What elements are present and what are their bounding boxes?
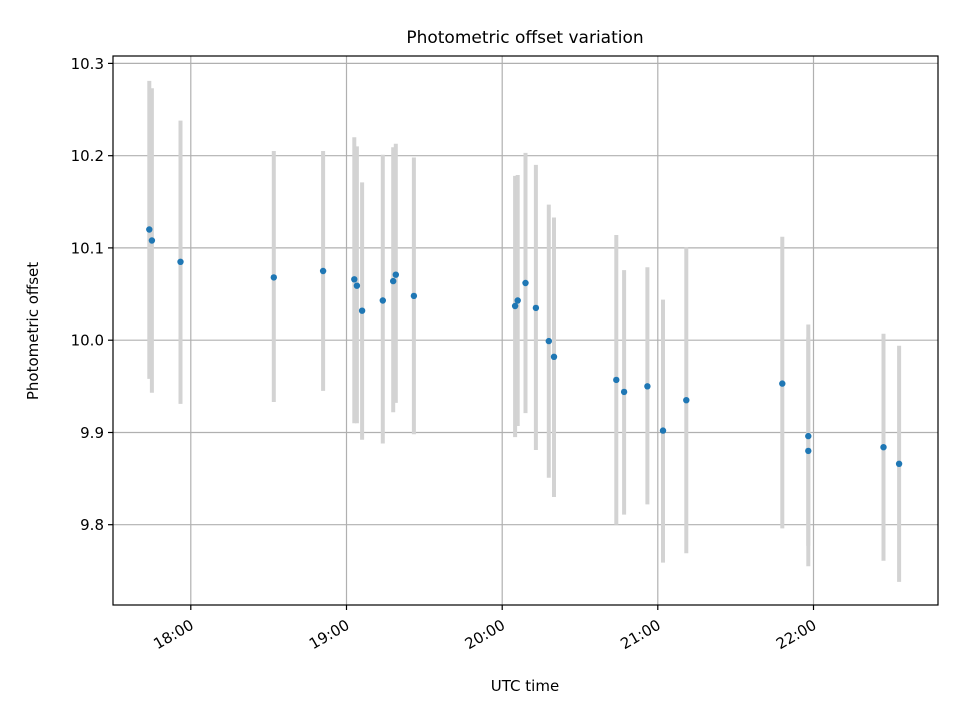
data-point — [148, 237, 156, 244]
data-point — [644, 383, 651, 390]
data-point — [880, 444, 887, 451]
y-axis: 9.8 9.9 10.0 10.1 10.2 10.3 — [71, 55, 113, 534]
data-point — [358, 307, 366, 314]
plot-area-frame — [112, 55, 939, 606]
data-points — [146, 226, 903, 467]
data-point — [895, 460, 903, 467]
data-point — [683, 397, 690, 404]
data-point — [659, 427, 667, 434]
data-point — [177, 258, 184, 265]
data-point — [805, 432, 812, 440]
data-point — [410, 292, 418, 300]
y-axis-label: Photometric offset — [24, 262, 42, 400]
chart-title: Photometric offset variation — [406, 28, 643, 48]
x-axis-label: UTC time — [491, 677, 559, 695]
data-point — [319, 267, 327, 275]
data-point — [532, 304, 540, 312]
y-tick-label: 9.9 — [80, 424, 104, 442]
data-point — [545, 337, 552, 345]
data-point — [779, 380, 786, 387]
data-point — [522, 279, 529, 287]
data-point — [146, 226, 153, 233]
data-point — [270, 274, 277, 281]
y-tick-label: 10.3 — [71, 55, 104, 73]
data-point — [514, 297, 521, 304]
data-point — [379, 297, 386, 304]
data-point — [550, 353, 558, 360]
data-point — [620, 388, 628, 396]
y-tick-label: 10.2 — [71, 147, 104, 165]
data-point — [613, 376, 620, 384]
data-point — [390, 277, 397, 285]
data-point — [392, 271, 399, 278]
y-tick-label: 9.8 — [80, 516, 104, 534]
y-tick-label: 10.0 — [71, 332, 104, 350]
data-point — [351, 276, 358, 283]
data-point — [805, 447, 812, 455]
y-tick-label: 10.1 — [71, 239, 104, 257]
data-point — [511, 302, 519, 310]
data-point — [353, 282, 361, 289]
